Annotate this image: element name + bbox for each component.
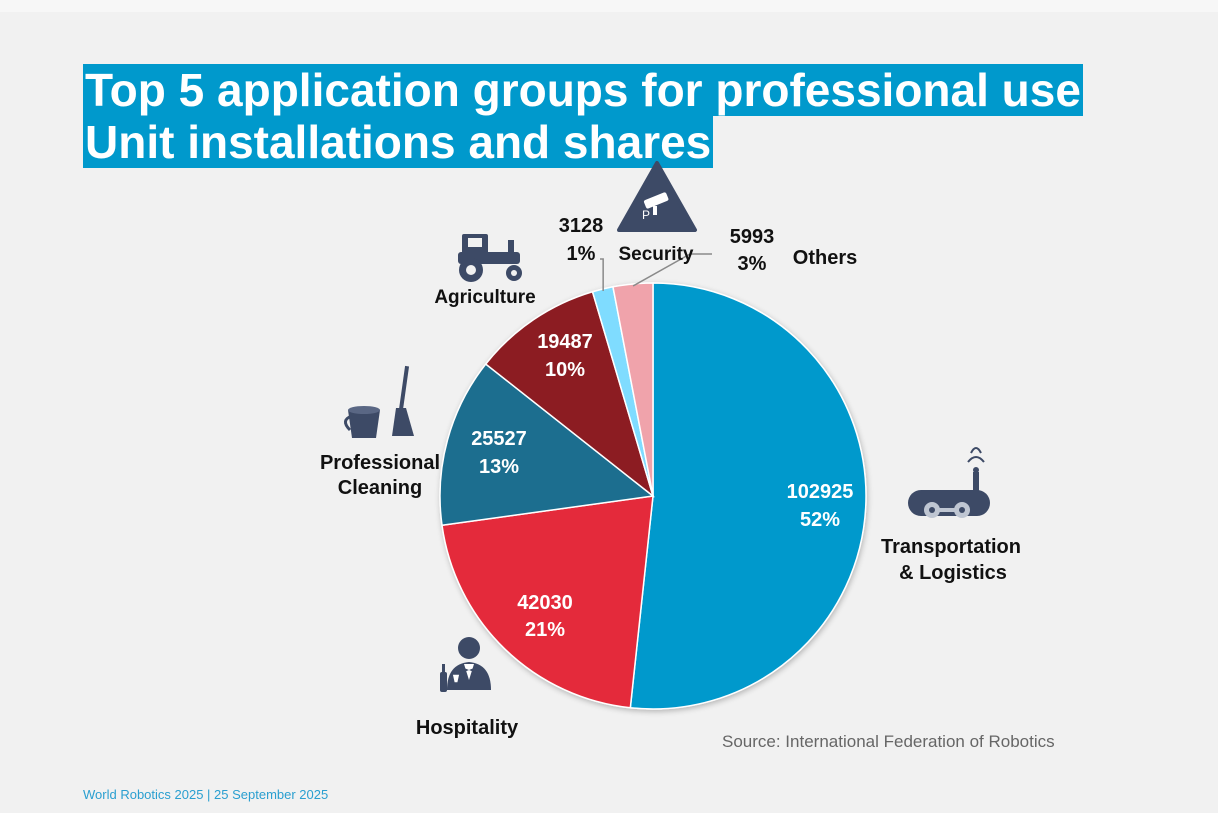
category-label-cleaning-line2: Cleaning xyxy=(338,477,422,499)
pie-slices xyxy=(439,282,867,710)
top-strip xyxy=(0,0,1218,12)
waiter-icon xyxy=(440,637,491,692)
category-label-transportation-line2: & Logistics xyxy=(899,562,1007,584)
leader-line-others xyxy=(632,253,712,287)
slice-percent-agriculture: 10% xyxy=(545,359,585,381)
slice-value-agriculture: 19487 xyxy=(537,331,593,353)
slide-title-line-2: Unit installations and shares xyxy=(83,116,714,168)
pie-slice-cleaning xyxy=(439,363,655,527)
svg-text:P: P xyxy=(642,208,650,222)
slice-value-hospitality: 42030 xyxy=(517,592,573,614)
source-note: Source: International Federation of Robo… xyxy=(722,732,1055,751)
slice-value-cleaning: 25527 xyxy=(471,428,527,450)
slice-percent-others: 3% xyxy=(738,253,767,275)
slice-percent-security: 1% xyxy=(567,243,596,265)
category-label-security: Security xyxy=(619,244,694,265)
security-camera-icon: P xyxy=(617,161,697,232)
category-label-agriculture: Agriculture xyxy=(434,287,535,308)
slice-value-others: 5993 xyxy=(730,226,775,248)
slice-percent-cleaning: 13% xyxy=(479,456,519,478)
slice-value-security: 3128 xyxy=(559,215,604,237)
pie-slice-others xyxy=(612,282,654,497)
leader-lines xyxy=(600,253,712,291)
pie-slice-hospitality xyxy=(441,495,654,709)
bucket-broom-icon xyxy=(344,365,414,438)
category-label-transportation-line1: Transportation xyxy=(881,536,1021,558)
footer-text: World Robotics 2025 | 25 September 2025 xyxy=(83,787,329,802)
slice-value-transportation: 102925 xyxy=(787,481,854,503)
category-label-others: Others xyxy=(793,247,857,269)
pie-slice-transportation xyxy=(629,282,867,710)
leader-line-security xyxy=(600,258,604,291)
robot-vehicle-icon xyxy=(908,447,990,518)
slice-percent-hospitality: 21% xyxy=(525,619,565,641)
slice-percent-transportation: 52% xyxy=(800,509,840,531)
slide-title-line-1: Top 5 application groups for professiona… xyxy=(83,64,1083,116)
tractor-icon xyxy=(458,234,522,282)
pie-slice-agriculture xyxy=(484,290,655,499)
category-label-cleaning-line1: Professional xyxy=(320,452,440,474)
category-label-hospitality: Hospitality xyxy=(416,717,519,739)
